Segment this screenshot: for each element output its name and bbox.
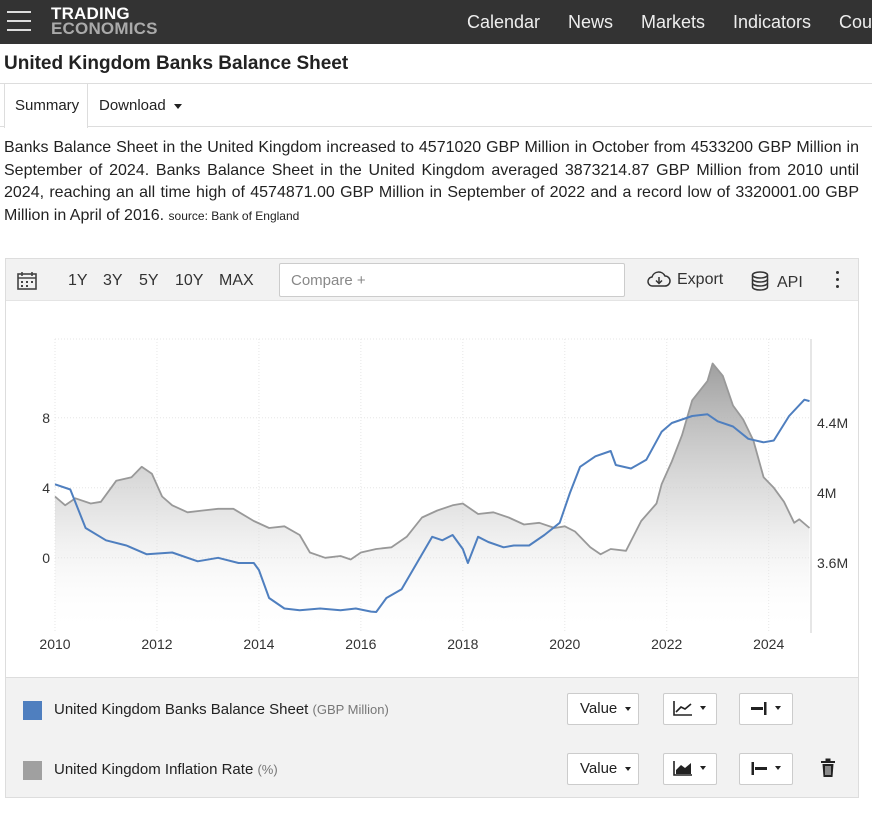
x-tick-label: 2014	[243, 636, 274, 652]
nav-news[interactable]: News	[568, 12, 614, 32]
legend-unit: (GBP Million)	[312, 702, 389, 717]
y-left-tick-label: 4	[42, 480, 50, 496]
axis-left-icon	[751, 762, 767, 775]
x-tick-label: 2020	[549, 636, 580, 652]
legend-series-name: United Kingdom Inflation Rate	[54, 761, 254, 778]
y-right-tick-label: 4M	[817, 485, 836, 501]
axis-dropdown[interactable]	[739, 753, 793, 785]
top-nav-bar: TRADING ECONOMICS Calendar News Markets …	[0, 0, 872, 44]
page-title: United Kingdom Banks Balance Sheet	[4, 53, 349, 74]
axis-labels: 2010 2012 2014 2016 2018 2020 2022 2024 8 4 0 4.4M 4…	[39, 410, 848, 652]
export-label: Export	[677, 271, 724, 288]
legend-row-balance-sheet: United Kingdom Banks Balance Sheet (GBP …	[6, 686, 858, 736]
range-max[interactable]: MAX	[219, 272, 254, 289]
x-tick-label: 2016	[345, 636, 376, 652]
range-10y[interactable]: 10Y	[175, 272, 204, 289]
series-color-swatch	[23, 761, 42, 780]
inflation-line	[54, 362, 811, 561]
x-tick-label: 2024	[753, 636, 784, 652]
x-tick-label: 2022	[651, 636, 682, 652]
nav-indicators[interactable]: Indicators	[733, 12, 812, 32]
axis-right-icon	[751, 702, 767, 715]
chart-toolbar: 1Y 3Y 5Y 10Y MAX Compare + Export API	[6, 259, 858, 301]
value-dropdown-label: Value	[580, 700, 618, 717]
export-button[interactable]: Export	[647, 271, 723, 289]
axis-dropdown[interactable]	[739, 693, 793, 725]
nav-calendar[interactable]: Calendar	[467, 12, 541, 32]
source-link[interactable]: source: Bank of England	[168, 208, 300, 223]
compare-input[interactable]: Compare +	[279, 263, 625, 297]
legend-series-name: United Kingdom Banks Balance Sheet	[54, 701, 309, 718]
nav-countries[interactable]: Cou	[839, 12, 872, 32]
description: Banks Balance Sheet in the United Kingdo…	[4, 137, 859, 227]
chevron-down-icon	[775, 706, 782, 710]
legend-label[interactable]: United Kingdom Inflation Rate (%)	[54, 761, 278, 778]
menu-icon[interactable]	[7, 11, 31, 33]
series-color-swatch	[23, 701, 42, 720]
value-dropdown[interactable]: Value	[567, 753, 639, 785]
line-chart-icon	[673, 701, 692, 716]
inflation-area-fill	[55, 363, 810, 633]
tab-summary[interactable]: Summary	[4, 84, 88, 128]
balance-sheet-line	[54, 398, 810, 613]
range-3y[interactable]: 3Y	[103, 272, 123, 289]
chart-type-dropdown[interactable]	[663, 693, 717, 725]
tab-download[interactable]: Download	[99, 97, 182, 114]
chevron-down-icon	[625, 707, 632, 712]
nav-markets[interactable]: Markets	[641, 12, 706, 32]
tab-download-label: Download	[99, 97, 166, 114]
area-chart-icon	[673, 761, 692, 776]
chevron-down-icon	[700, 706, 707, 710]
legend-unit: (%)	[257, 762, 278, 777]
api-button[interactable]: API	[751, 271, 803, 292]
logo[interactable]: TRADING ECONOMICS	[51, 4, 158, 38]
chevron-down-icon	[775, 766, 782, 770]
balance-sheet-series-line	[54, 398, 810, 613]
database-icon	[751, 271, 769, 291]
trash-icon[interactable]	[820, 758, 836, 778]
tabs-bar: Summary Download	[0, 83, 872, 128]
x-tick-label: 2010	[39, 636, 70, 652]
y-right-tick-label: 4.4M	[817, 415, 848, 431]
chart-type-dropdown[interactable]	[663, 753, 717, 785]
value-dropdown[interactable]: Value	[567, 693, 639, 725]
range-1y[interactable]: 1Y	[68, 272, 88, 289]
chart-panel: 1Y 3Y 5Y 10Y MAX Compare + Export API	[5, 258, 859, 798]
x-tick-label: 2018	[447, 636, 478, 652]
x-tick-label: 2012	[141, 636, 172, 652]
more-vertical-icon[interactable]	[832, 271, 842, 291]
chart: 2010 2012 2014 2016 2018 2020 2022 2024 8 4 0 4.4M 4…	[39, 338, 848, 652]
chevron-down-icon	[173, 103, 182, 109]
calendar-icon[interactable]	[17, 271, 37, 290]
value-dropdown-label: Value	[580, 760, 618, 777]
y-left-tick-label: 8	[42, 410, 50, 426]
legend-label[interactable]: United Kingdom Banks Balance Sheet (GBP …	[54, 701, 389, 718]
chevron-down-icon	[625, 767, 632, 772]
legend-row-inflation: United Kingdom Inflation Rate (%) Value	[6, 746, 858, 796]
api-label: API	[777, 274, 803, 291]
y-left-tick-label: 0	[42, 550, 50, 566]
cloud-download-icon	[647, 271, 671, 287]
legend: United Kingdom Banks Balance Sheet (GBP …	[6, 677, 858, 797]
range-5y[interactable]: 5Y	[139, 272, 159, 289]
y-right-tick-label: 3.6M	[817, 555, 848, 571]
description-text: Banks Balance Sheet in the United Kingdo…	[4, 139, 859, 224]
inflation-area	[54, 362, 811, 633]
chevron-down-icon	[700, 766, 707, 770]
